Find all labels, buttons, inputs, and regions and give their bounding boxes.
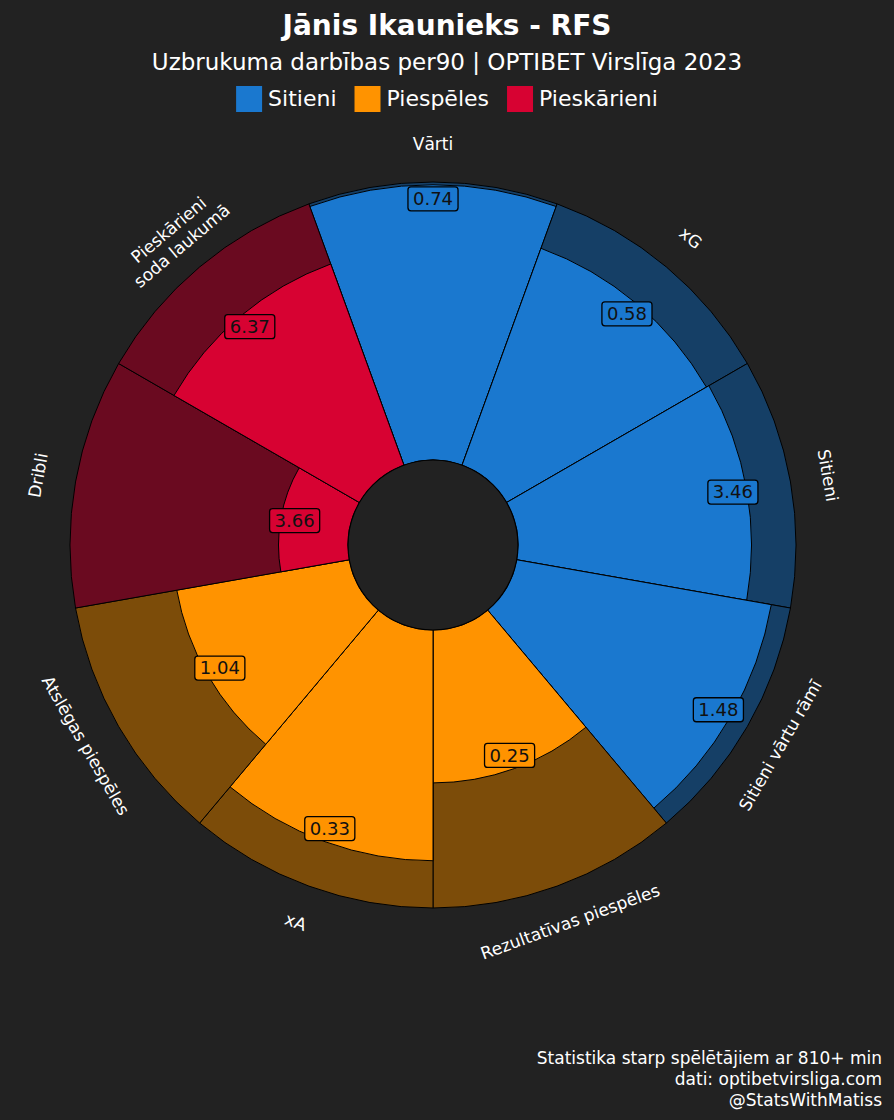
value-label: 0.74 bbox=[408, 187, 458, 211]
center bbox=[348, 460, 518, 630]
value-label: 3.66 bbox=[270, 509, 320, 533]
category-label: xG bbox=[675, 223, 706, 253]
slice-background bbox=[433, 610, 666, 908]
value-label-box bbox=[195, 656, 245, 680]
plot: Vārti xG Sitieni Sitieni vārtu rāmī Rezultat… bbox=[24, 134, 842, 964]
legend-swatch bbox=[355, 86, 381, 112]
value-label-box bbox=[225, 315, 275, 339]
value-label-text: 1.48 bbox=[698, 699, 738, 720]
value-label: 3.46 bbox=[708, 480, 758, 504]
value-label: 6.37 bbox=[225, 315, 275, 339]
category-label: Atslēgas piespēles bbox=[38, 672, 134, 819]
annotation: Statistika starp spēlētājiem ar 810+ min bbox=[537, 1048, 882, 1068]
legend-label: Pieskārieni bbox=[539, 86, 658, 111]
category-label: Vārti bbox=[413, 134, 453, 154]
slice bbox=[177, 560, 379, 745]
title: Jānis Ikaunieks - RFS bbox=[281, 9, 612, 42]
slices bbox=[70, 182, 796, 908]
value-label-box bbox=[602, 302, 652, 326]
value-label-text: 0.58 bbox=[607, 303, 647, 324]
value-label-box bbox=[693, 698, 743, 722]
value-label-text: 0.33 bbox=[310, 818, 350, 839]
value-label-box bbox=[485, 743, 535, 767]
annotation: @StatsWithMatiss bbox=[729, 1090, 882, 1110]
legend-swatch bbox=[507, 86, 533, 112]
legend-item: Piespēles bbox=[355, 86, 490, 112]
slice bbox=[174, 264, 404, 503]
legend: Sitieni Piespēles Pieskārieni bbox=[236, 86, 658, 112]
value-label-text: 0.74 bbox=[413, 188, 453, 209]
value-label-text: 3.66 bbox=[275, 510, 315, 531]
value-label-text: 3.46 bbox=[713, 481, 753, 502]
value-label: 1.04 bbox=[195, 656, 245, 680]
value-label: 0.25 bbox=[485, 743, 535, 767]
category-label: Dribli bbox=[24, 451, 52, 499]
annotation: dati: optibetvirsliga.com bbox=[675, 1069, 882, 1089]
value-label: 0.33 bbox=[305, 817, 355, 841]
category-label: Sitieni bbox=[814, 448, 843, 504]
category-label: xA bbox=[282, 909, 310, 935]
value-label-box bbox=[305, 817, 355, 841]
legend-label: Sitieni bbox=[268, 86, 336, 111]
legend-swatch bbox=[236, 86, 262, 112]
category-label: Sitieni vārtu rāmī bbox=[735, 676, 826, 814]
subtitle: Uzbrukuma darbības per90 | OPTIBET Virsl… bbox=[152, 49, 742, 75]
value-label-box bbox=[270, 509, 320, 533]
value-label-box bbox=[408, 187, 458, 211]
slice bbox=[433, 610, 586, 783]
legend-label: Piespēles bbox=[387, 86, 490, 111]
value-label-text: 1.04 bbox=[200, 657, 240, 678]
value-label-box bbox=[708, 480, 758, 504]
value-label: 0.58 bbox=[602, 302, 652, 326]
category-label: Rezultatīvas piespēles bbox=[478, 880, 663, 964]
legend-item: Sitieni bbox=[236, 86, 336, 112]
value-label: 1.48 bbox=[693, 698, 743, 722]
chart: Jānis Ikaunieks - RFS Uzbrukuma darbības … bbox=[0, 0, 894, 1120]
value-label-text: 0.25 bbox=[490, 745, 530, 766]
value-label-text: 6.37 bbox=[230, 316, 270, 337]
legend-item: Pieskārieni bbox=[507, 86, 658, 112]
category-label: Pieskārienisoda laukumā bbox=[117, 184, 234, 291]
